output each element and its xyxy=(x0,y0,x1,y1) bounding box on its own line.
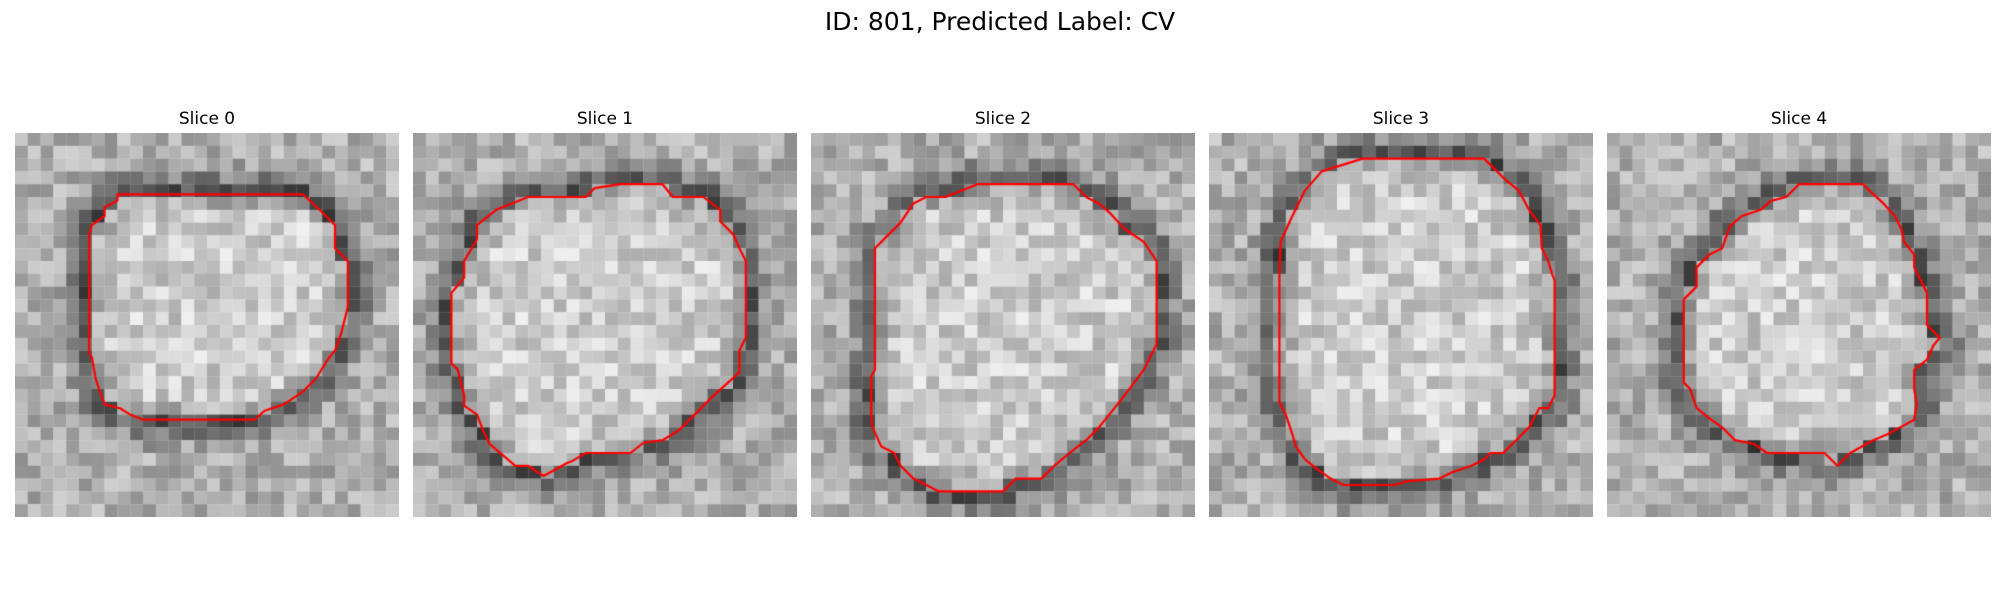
slice-title: Slice 0 xyxy=(178,109,236,129)
figure-title: ID: 801, Predicted Label: CV xyxy=(824,7,1176,36)
slice-title: Slice 4 xyxy=(1770,109,1828,129)
slice-image xyxy=(1209,133,1593,517)
slice-image xyxy=(15,133,399,517)
slice-title: Slice 3 xyxy=(1372,109,1430,129)
slice-title: Slice 1 xyxy=(576,109,634,129)
slice-image xyxy=(811,133,1195,517)
slice-image xyxy=(1607,133,1991,517)
slice-title: Slice 2 xyxy=(974,109,1032,129)
slice-image xyxy=(413,133,797,517)
